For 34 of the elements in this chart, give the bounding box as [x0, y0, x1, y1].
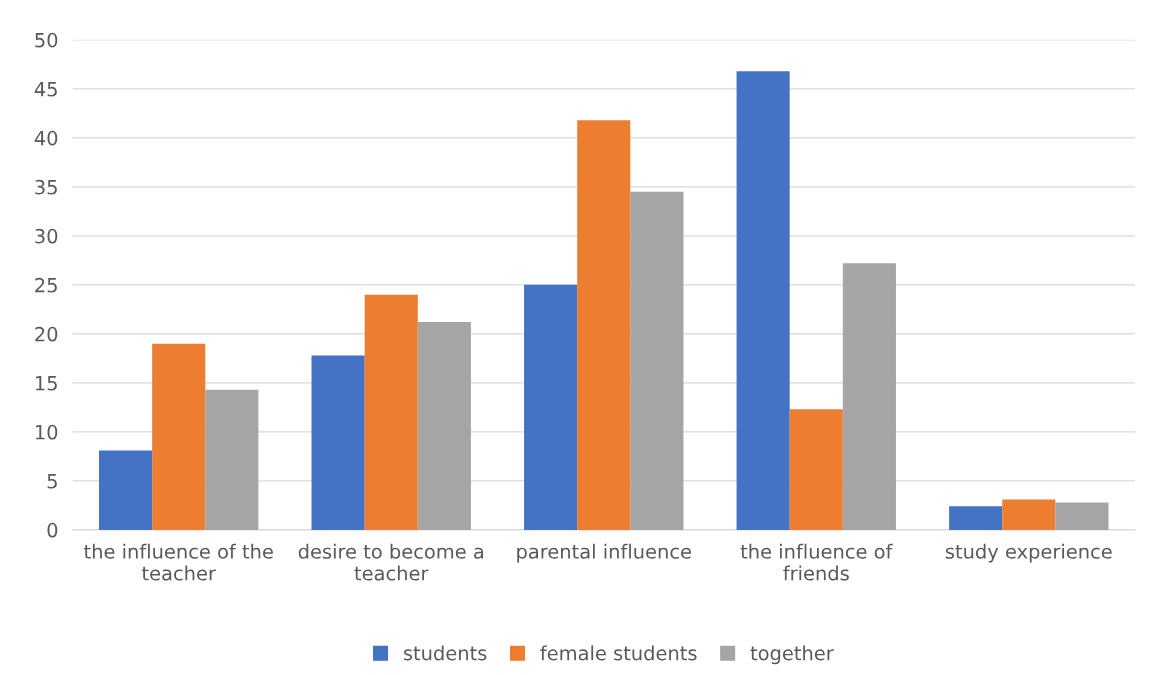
legend-label: together: [750, 645, 834, 665]
bar: [417, 322, 471, 530]
bar: [364, 294, 418, 530]
y-tick-label: 35: [35, 179, 57, 195]
bar: [736, 71, 790, 530]
bar: [524, 284, 578, 530]
y-tick-label: 5: [47, 474, 57, 489]
y-tick-label: 10: [35, 424, 58, 440]
legend-label: female students: [540, 645, 697, 661]
bar: [842, 263, 896, 530]
bar: [99, 450, 153, 530]
x-tick-label: desire to become a teacher: [298, 543, 484, 581]
bar: [1002, 499, 1056, 530]
bar: [205, 389, 259, 530]
x-tick-label: study experience: [945, 543, 1112, 563]
y-tick-label: 15: [35, 376, 57, 391]
bar: [152, 343, 206, 530]
x-tick-label: parental influence: [517, 543, 691, 563]
y-tick-label: 30: [35, 228, 58, 244]
bar: [630, 191, 684, 530]
y-tick-label: 50: [35, 32, 58, 48]
bar: [789, 409, 843, 530]
y-tick-label: 25: [35, 277, 57, 293]
legend-label: students: [403, 645, 487, 661]
y-tick-label: 40: [34, 130, 58, 146]
bar: [949, 506, 1003, 530]
y-tick-label: 45: [34, 82, 57, 97]
x-tick-label: the influence of friends: [740, 543, 893, 581]
x-tick-label: the influence of the teacher: [84, 543, 273, 581]
bar: [577, 120, 631, 530]
bar: [1055, 502, 1109, 530]
y-tick-label: 0: [47, 522, 58, 538]
bar: [311, 355, 365, 530]
y-tick-label: 20: [35, 326, 58, 342]
